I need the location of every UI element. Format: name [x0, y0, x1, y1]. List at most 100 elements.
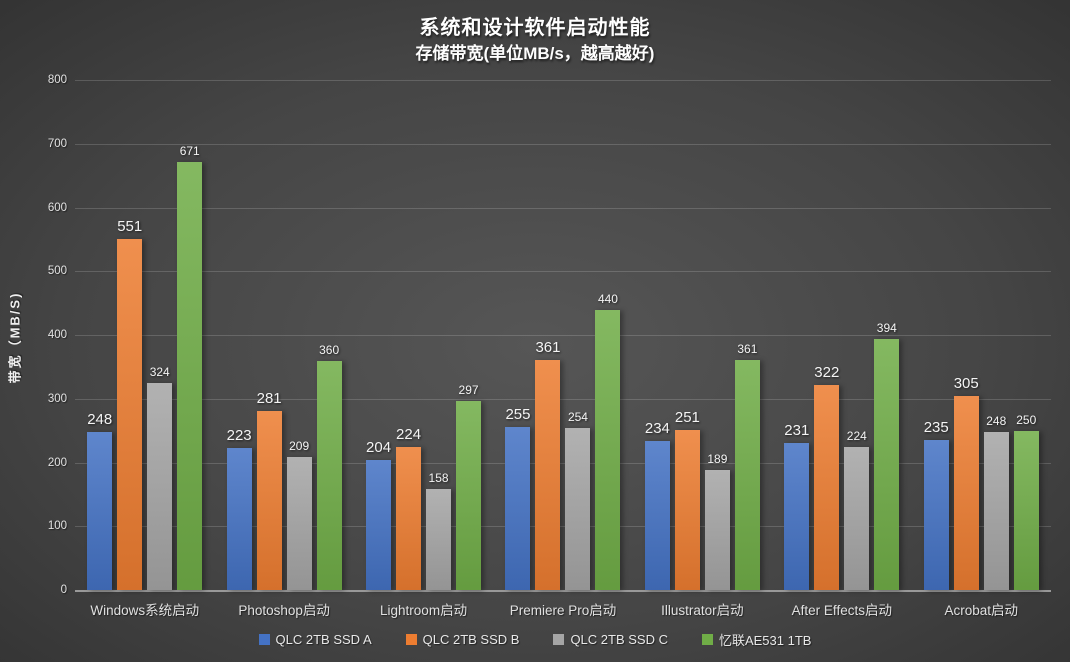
bar: 251 [675, 409, 700, 590]
bar-value-label: 189 [707, 451, 728, 466]
bar-value-label: 255 [505, 406, 531, 424]
bar-value-label: 440 [597, 291, 618, 306]
bar: 248 [983, 414, 1009, 590]
bar-value-label: 231 [784, 421, 810, 439]
y-tick-label: 200 [47, 456, 67, 469]
category-label: Windows系统启动 [90, 603, 200, 618]
gridline [75, 271, 1051, 273]
legend-label: QLC 2TB SSD A [275, 632, 372, 647]
bar: 551 [117, 218, 142, 590]
bar: 322 [814, 364, 839, 590]
chart-title: 系统和设计软件启动性能 [419, 17, 651, 39]
category-label: Illustrator启动 [661, 603, 744, 618]
bar-value-label: 254 [567, 410, 588, 425]
bar-group: 248 551 324 671 [75, 80, 214, 590]
category-label: Lightroom启动 [380, 603, 468, 618]
legend-label: 忆联AE531 1TB [718, 633, 812, 648]
category-label: Premiere Pro启动 [509, 603, 617, 618]
y-tick-label: 0 [60, 584, 67, 596]
legend-swatch [701, 634, 713, 645]
bar: 305 [954, 375, 979, 590]
bar-group: 235 305 248 250 [912, 80, 1051, 590]
bar: 361 [734, 342, 760, 590]
bar: 209 [286, 439, 312, 590]
bar: 224 [396, 426, 421, 590]
bar: 297 [456, 383, 482, 590]
gridline [75, 398, 1051, 400]
legend-swatch [258, 634, 270, 645]
plot-area: 0 100 200 300 400 500 600 700 800 248 551 324 671 22… [48, 74, 1051, 596]
bar-value-label: 209 [289, 438, 310, 453]
y-tick-label: 700 [47, 137, 67, 150]
bar-value-label: 361 [737, 341, 758, 356]
legend-label: QLC 2TB SSD B [422, 632, 520, 647]
y-tick-label: 100 [47, 520, 67, 533]
bar-value-label: 305 [953, 374, 979, 392]
gridline [75, 335, 1051, 336]
bar-value-label: 204 [366, 438, 392, 456]
bar-value-label: 158 [428, 471, 449, 486]
bar: 204 [366, 439, 391, 590]
bar-group: 255 361 254 440 [493, 80, 632, 590]
bar-value-label: 324 [149, 365, 170, 380]
bar-value-label: 248 [87, 410, 113, 428]
bar: 671 [177, 144, 203, 590]
bar: 224 [844, 429, 870, 590]
bar-value-label: 248 [986, 413, 1007, 428]
bar-value-label: 235 [923, 419, 949, 437]
legend-swatch [553, 634, 565, 645]
bar-group: 223 281 209 360 [214, 80, 353, 590]
gridline [75, 80, 1051, 81]
category-label: After Effects启动 [791, 603, 892, 618]
y-axis-title: 带宽（MB/S) [7, 291, 23, 384]
legend-item: QLC 2TB SSD A [258, 632, 372, 647]
y-tick-label: 500 [47, 265, 67, 278]
bar: 158 [426, 471, 452, 590]
category-label: Photoshop启动 [238, 603, 330, 618]
bar: 440 [595, 292, 621, 590]
y-tick-label: 800 [47, 74, 67, 86]
bar-group: 234 251 189 361 [633, 80, 772, 590]
legend-item: 忆联AE531 1TB [701, 630, 812, 649]
bar: 250 [1013, 413, 1039, 590]
chart-subtitle: 存储带宽(单位MB/s，越高越好) [415, 44, 655, 63]
bar-value-label: 250 [1016, 412, 1037, 427]
gridline [75, 143, 1051, 145]
bar: 234 [645, 420, 670, 590]
gridline [75, 207, 1051, 209]
bar: 189 [704, 452, 730, 590]
gridline [75, 462, 1051, 464]
bar-value-label: 671 [179, 144, 200, 159]
bar: 223 [227, 427, 252, 590]
bar-value-label: 224 [396, 426, 422, 444]
bar-group: 204 224 158 297 [354, 80, 493, 590]
y-tick-label: 300 [47, 392, 67, 405]
bar: 394 [874, 321, 900, 590]
bar: 324 [147, 365, 173, 590]
bar-value-label: 297 [458, 382, 479, 397]
bar-value-label: 234 [644, 419, 670, 437]
legend-swatch [405, 634, 417, 645]
legend: QLC 2TB SSD A QLC 2TB SSD B QLC 2TB SSD C 忆… [0, 630, 1070, 649]
legend-item: QLC 2TB SSD B [405, 632, 520, 647]
bar: 248 [87, 411, 112, 590]
category-label: Acrobat启动 [944, 603, 1018, 618]
bar: 361 [535, 339, 560, 590]
legend-item: QLC 2TB SSD C [553, 632, 668, 647]
bar-value-label: 224 [846, 429, 867, 444]
legend-label: QLC 2TB SSD C [570, 632, 668, 647]
bar: 360 [316, 343, 342, 590]
bar: 254 [565, 410, 591, 590]
bar-value-label: 360 [319, 342, 340, 357]
bar-value-label: 223 [226, 426, 252, 444]
bar: 235 [924, 419, 949, 590]
category-axis: Windows系统启动 Photoshop启动 Lightroom启动 Premier… [75, 599, 1051, 619]
bar-groups: 248 551 324 671 223 281 209 360 204 224 158 297 255 3… [75, 80, 1051, 590]
bar-value-label: 322 [814, 363, 840, 381]
y-tick-label: 400 [47, 329, 67, 341]
bar: 255 [505, 406, 530, 590]
bar: 231 [784, 422, 809, 590]
bar-value-label: 551 [117, 217, 143, 235]
bar-value-label: 394 [876, 320, 897, 335]
